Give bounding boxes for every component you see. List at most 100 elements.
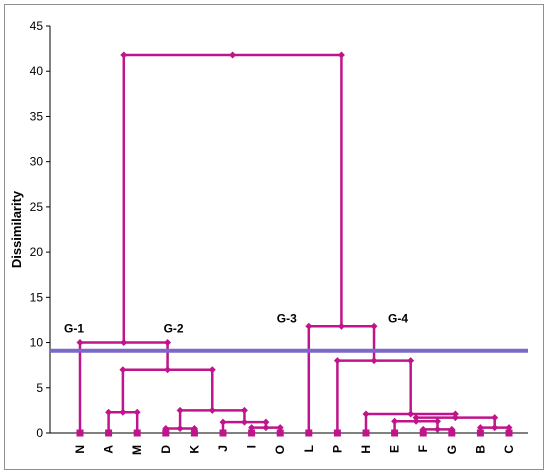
group-labels: G-1 G-2 G-3 G-4 bbox=[64, 311, 408, 335]
group-label: G-2 bbox=[164, 322, 184, 336]
leaf-marker bbox=[76, 429, 84, 437]
leaf-marker bbox=[105, 429, 113, 437]
leaf-label: J bbox=[216, 445, 230, 452]
merge-marker bbox=[133, 408, 141, 416]
merge-marker bbox=[164, 339, 172, 347]
merge-marker bbox=[248, 424, 256, 432]
merge-marker bbox=[208, 406, 216, 414]
group-label: G-3 bbox=[277, 311, 297, 325]
merge-marker bbox=[219, 418, 227, 426]
leaf-label: B bbox=[473, 445, 487, 454]
merge-marker bbox=[262, 418, 270, 426]
dendrogram-link bbox=[121, 368, 214, 413]
leaf-marker bbox=[476, 429, 484, 437]
chart-frame bbox=[4, 4, 544, 470]
leaf-label: C bbox=[502, 445, 516, 454]
merge-marker bbox=[451, 414, 459, 422]
merge-marker bbox=[370, 357, 378, 365]
merge-marker bbox=[240, 406, 248, 414]
leaf-label: F bbox=[416, 445, 430, 452]
leaf-marker bbox=[505, 429, 513, 437]
dendrogram-link bbox=[122, 53, 343, 343]
y-tick-label: 30 bbox=[30, 155, 44, 169]
leaf-marker bbox=[391, 429, 399, 437]
leaf-marker bbox=[305, 429, 313, 437]
leaf-marker bbox=[248, 429, 256, 437]
y-tick-label: 35 bbox=[30, 109, 44, 123]
y-tick-label: 40 bbox=[30, 64, 44, 78]
markers bbox=[76, 51, 513, 433]
leaf-label: L bbox=[302, 445, 316, 452]
merge-marker bbox=[505, 424, 513, 432]
group-label: G-4 bbox=[388, 311, 408, 325]
merge-marker bbox=[412, 414, 420, 422]
leaf-label: H bbox=[359, 445, 373, 454]
y-tick-label: 20 bbox=[30, 245, 44, 259]
merge-marker bbox=[208, 366, 216, 374]
merge-marker bbox=[276, 424, 284, 432]
merge-marker bbox=[164, 366, 172, 374]
y-ticks: 0 5 10 15 20 25 30 35 40 45 bbox=[30, 19, 50, 440]
merge-marker bbox=[391, 417, 399, 425]
merge-marker bbox=[240, 418, 248, 426]
merge-marker bbox=[337, 51, 345, 59]
merge-marker bbox=[337, 322, 345, 330]
merge-marker bbox=[229, 51, 237, 59]
merge-marker bbox=[120, 339, 128, 347]
leaf-label: O bbox=[273, 445, 287, 454]
leaf-label: D bbox=[159, 445, 173, 454]
y-tick-label: 25 bbox=[30, 200, 44, 214]
merge-marker bbox=[105, 408, 113, 416]
leaf-label: G bbox=[445, 445, 459, 454]
leaf-label: A bbox=[102, 445, 116, 454]
leaf-label: M bbox=[130, 445, 144, 455]
merge-marker bbox=[262, 424, 270, 432]
leaf-label: K bbox=[187, 445, 201, 454]
leaf-marker bbox=[362, 429, 370, 437]
merge-marker bbox=[491, 424, 499, 432]
leaf-markers bbox=[76, 429, 513, 437]
links bbox=[78, 53, 511, 433]
merge-marker bbox=[370, 322, 378, 330]
leaf-marker bbox=[133, 429, 141, 437]
merge-marker bbox=[407, 410, 415, 418]
merge-marker bbox=[333, 357, 341, 365]
leaf-marker bbox=[333, 429, 341, 437]
merge-marker bbox=[120, 51, 128, 59]
y-tick-label: 5 bbox=[36, 381, 43, 395]
y-tick-label: 0 bbox=[36, 426, 43, 440]
leaf-marker bbox=[219, 429, 227, 437]
y-axis-label: Dissimilarity bbox=[9, 190, 24, 268]
merge-marker bbox=[491, 414, 499, 422]
merge-marker bbox=[305, 322, 313, 330]
merge-marker bbox=[176, 424, 184, 432]
merge-marker bbox=[176, 406, 184, 414]
dendrogram-link bbox=[307, 325, 376, 433]
leaf-marker bbox=[448, 429, 456, 437]
merge-marker bbox=[412, 417, 420, 425]
merge-marker bbox=[362, 410, 370, 418]
y-tick-label: 15 bbox=[30, 290, 44, 304]
leaf-label: P bbox=[330, 445, 344, 453]
merge-marker bbox=[76, 339, 84, 347]
leaf-marker bbox=[162, 429, 170, 437]
leaf-label: E bbox=[388, 445, 402, 453]
merge-marker bbox=[434, 425, 441, 433]
group-label: G-1 bbox=[64, 322, 84, 336]
leaf-marker bbox=[419, 429, 427, 437]
merge-marker bbox=[119, 366, 127, 374]
merge-marker bbox=[451, 410, 459, 418]
leaf-label: N bbox=[73, 445, 87, 454]
y-tick-label: 10 bbox=[30, 336, 44, 350]
leaf-marker bbox=[190, 429, 198, 437]
y-tick-label: 45 bbox=[30, 19, 44, 33]
merge-marker bbox=[434, 417, 441, 425]
merge-marker bbox=[407, 357, 415, 365]
merge-marker bbox=[119, 408, 127, 416]
leaf-marker bbox=[276, 429, 284, 437]
leaf-label: I bbox=[245, 445, 259, 448]
merge-marker bbox=[476, 424, 484, 432]
